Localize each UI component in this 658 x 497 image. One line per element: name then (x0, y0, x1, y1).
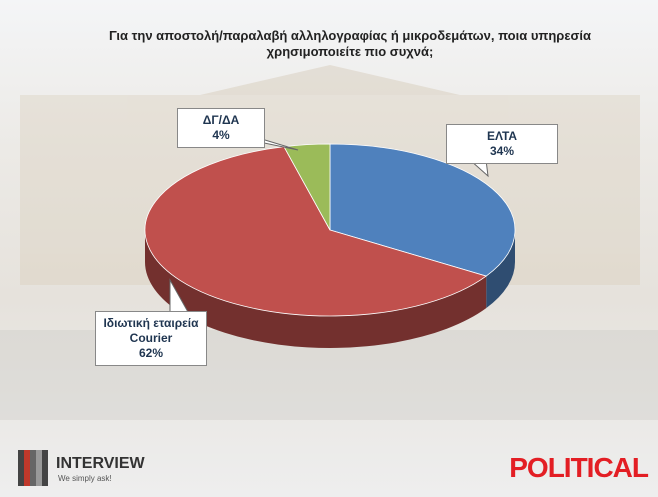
value-label: 34% (489, 144, 515, 158)
brand-logo-icon (18, 450, 48, 486)
brand-left: INTERVIEW (56, 455, 145, 472)
brand-right: POLITICAL (509, 452, 649, 483)
brand-tagline: We simply ask! (58, 474, 112, 483)
pediment (200, 65, 460, 95)
category-label: ΕΛΤΑ (486, 129, 518, 143)
data-callout: Ιδιωτική εταιρεία Courier 62% (95, 311, 207, 366)
pie-slice-side (486, 230, 515, 309)
pie (144, 143, 516, 348)
category-label: ΔΓ/ΔΑ (202, 113, 240, 127)
pie-slice (329, 143, 516, 277)
pie-slice-side (145, 230, 487, 348)
data-callout: ΔΓ/ΔΑ 4% (177, 108, 265, 148)
value-label: 4% (212, 128, 230, 142)
callout-lines (169, 139, 489, 313)
pie-slice (144, 146, 488, 317)
data-callout: ΕΛΤΑ 34% (446, 124, 558, 164)
chart-title: Για την αποστολή/παραλαβή αλληλογραφίας … (108, 28, 592, 59)
category-label: Ιδιωτική εταιρεία Courier (103, 316, 199, 345)
value-label: 62% (138, 346, 164, 360)
